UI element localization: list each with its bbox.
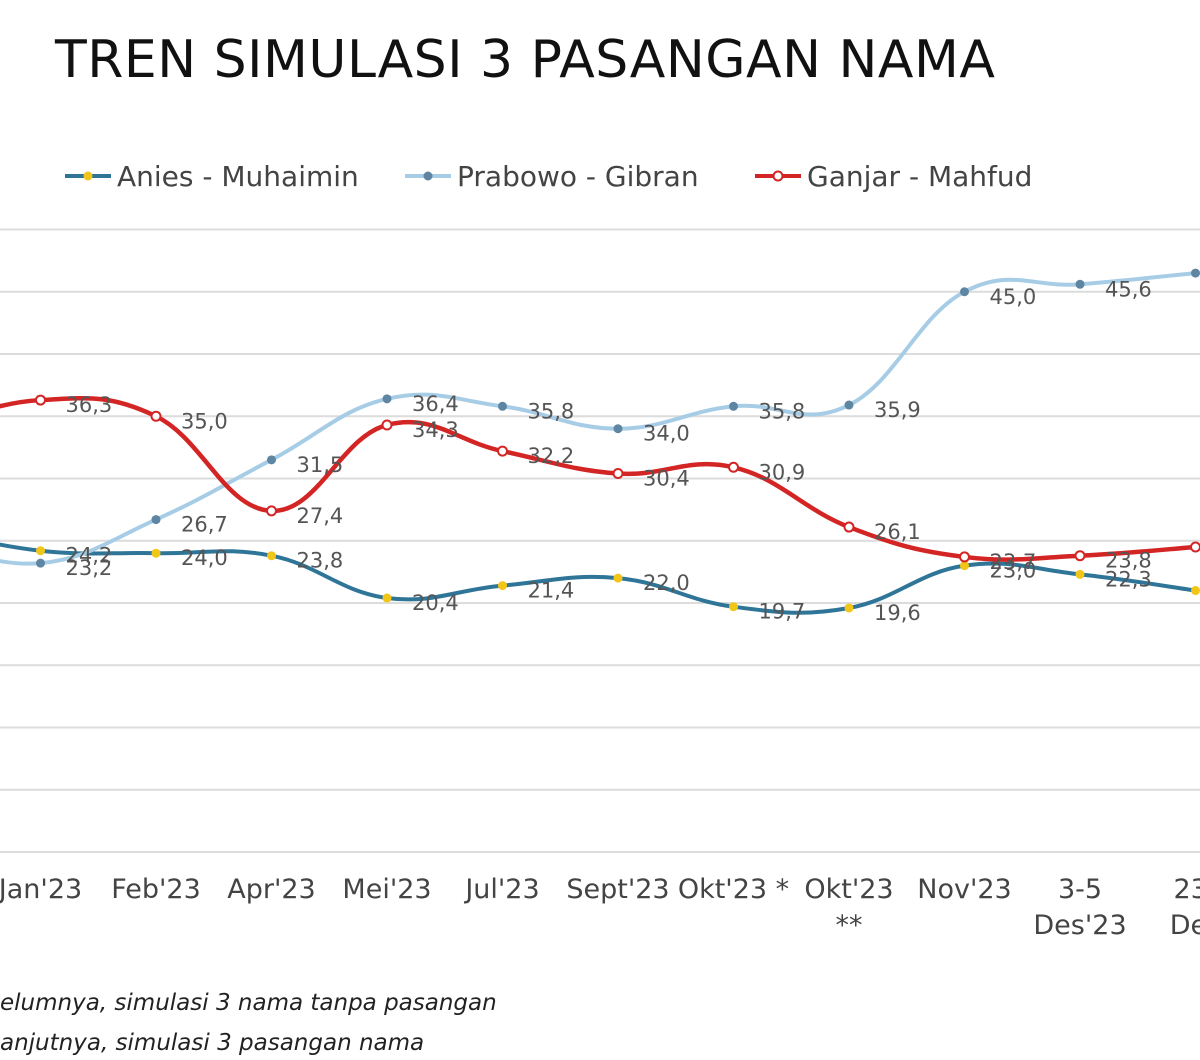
x-tick-label: ** xyxy=(836,910,863,941)
data-label: 32,2 xyxy=(528,444,575,468)
series-line xyxy=(0,542,1198,615)
data-label: 23,7 xyxy=(990,550,1037,574)
data-label: 45,6 xyxy=(1105,277,1152,301)
data-point xyxy=(728,461,739,473)
data-point xyxy=(613,573,623,583)
data-label: 30,4 xyxy=(643,467,690,491)
x-tick-label: Okt'23 * xyxy=(678,874,789,905)
data-label: 36,3 xyxy=(66,393,113,417)
data-point xyxy=(381,419,393,431)
data-point xyxy=(1190,541,1200,553)
data-label: 27,4 xyxy=(297,504,344,528)
legend-label: Ganjar - Mahfud xyxy=(807,160,1032,193)
data-point xyxy=(151,548,161,558)
x-tick-label: Nov'23 xyxy=(917,874,1011,905)
data-point xyxy=(1075,279,1085,289)
legend-label: Prabowo - Gibran xyxy=(457,160,699,193)
data-point xyxy=(729,602,738,612)
data-point xyxy=(35,394,46,406)
data-label: 23,8 xyxy=(1105,549,1152,573)
data-label: 26,1 xyxy=(874,520,921,544)
series-layer xyxy=(0,268,1200,615)
data-point xyxy=(267,551,276,561)
data-label: 45,0 xyxy=(990,285,1037,309)
data-point xyxy=(498,581,507,591)
data-label: 24,2 xyxy=(66,544,113,568)
series-ganjar-mahfud xyxy=(0,394,1200,563)
data-label: 23,8 xyxy=(297,549,344,573)
data-point xyxy=(497,445,508,457)
data-point xyxy=(844,603,854,613)
data-point xyxy=(498,401,507,411)
data-label: 20,4 xyxy=(412,591,459,615)
x-tick-label: 3-5 xyxy=(1058,874,1102,905)
data-label: 19,6 xyxy=(874,601,921,625)
data-point xyxy=(729,401,738,411)
data-point xyxy=(382,394,392,404)
data-label: 30,9 xyxy=(759,460,806,484)
data-label: 35,9 xyxy=(874,398,921,422)
legend-marker xyxy=(83,171,93,181)
series-anies-muhaimin xyxy=(0,542,1200,615)
x-tick-label: Des xyxy=(1170,910,1200,941)
x-tick-label: Feb'23 xyxy=(111,874,201,905)
series-line xyxy=(0,271,1198,566)
data-label: 34,0 xyxy=(643,422,690,446)
data-point xyxy=(36,558,45,568)
x-tick-label: Des'23 xyxy=(1033,910,1126,941)
series-prabowo-gibran xyxy=(0,268,1200,568)
data-label: 19,7 xyxy=(759,600,806,624)
data-point xyxy=(959,551,970,563)
footnote-2: anjutnya, simulasi 3 pasangan nama xyxy=(0,1030,425,1056)
data-label: 35,0 xyxy=(181,409,228,433)
legend-marker xyxy=(423,171,433,181)
x-tick-label: Jul'23 xyxy=(463,874,539,905)
data-label: 36,4 xyxy=(412,392,459,416)
data-point xyxy=(1075,569,1085,579)
data-label: 35,8 xyxy=(528,399,575,423)
data-point xyxy=(1074,550,1086,562)
data-label: 26,7 xyxy=(181,513,228,537)
data-label: 23,0 xyxy=(990,559,1037,583)
legend-marker xyxy=(772,170,784,182)
data-point xyxy=(1191,268,1200,278)
data-point xyxy=(844,400,854,410)
x-tick-label: Jan'23 xyxy=(0,874,82,905)
gridlines xyxy=(0,228,1200,853)
data-label: 22,0 xyxy=(643,571,690,595)
data-label: 21,4 xyxy=(528,579,575,603)
data-labels: 24,2 24,0 23,8 20,4 21,4 22,0 19,7 19,6 23,0 22,3… xyxy=(66,277,1152,625)
data-label: 22,3 xyxy=(1105,567,1152,591)
x-tick-label: Mei'23 xyxy=(342,874,431,905)
x-tick-label: Sept'23 xyxy=(566,874,669,905)
data-point xyxy=(843,521,855,533)
footnote-1: elumnya, simulasi 3 nama tanpa pasangan xyxy=(0,990,497,1016)
data-label: 23,2 xyxy=(66,556,113,580)
data-point xyxy=(382,593,392,603)
data-point xyxy=(1191,586,1200,596)
x-tick-label: Apr'23 xyxy=(227,874,316,905)
data-point xyxy=(960,561,969,571)
chart-title: TREN SIMULASI 3 PASANGAN NAMA xyxy=(55,30,996,90)
data-point xyxy=(267,455,276,465)
data-point xyxy=(613,424,623,434)
data-label: 24,0 xyxy=(181,546,228,570)
data-point xyxy=(266,505,277,517)
legend: Anies - Muhaimin Prabowo - Gibran Ganjar -… xyxy=(65,160,1032,193)
legend-label: Anies - Muhaimin xyxy=(117,160,359,193)
x-tick-label: Okt'23 xyxy=(804,874,893,905)
data-label: 35,8 xyxy=(759,399,806,423)
x-tick-label: 23- xyxy=(1173,874,1200,905)
data-label: 34,3 xyxy=(412,418,459,442)
data-label: 31,5 xyxy=(297,453,344,477)
data-point xyxy=(36,546,45,556)
x-axis-labels: Jan'23 Feb'23 Apr'23 Mei'23 Jul'23 Sept'23 Okt… xyxy=(0,874,1200,941)
data-point xyxy=(960,287,969,297)
data-point xyxy=(151,515,161,525)
data-point xyxy=(612,468,624,480)
data-point xyxy=(150,410,162,422)
